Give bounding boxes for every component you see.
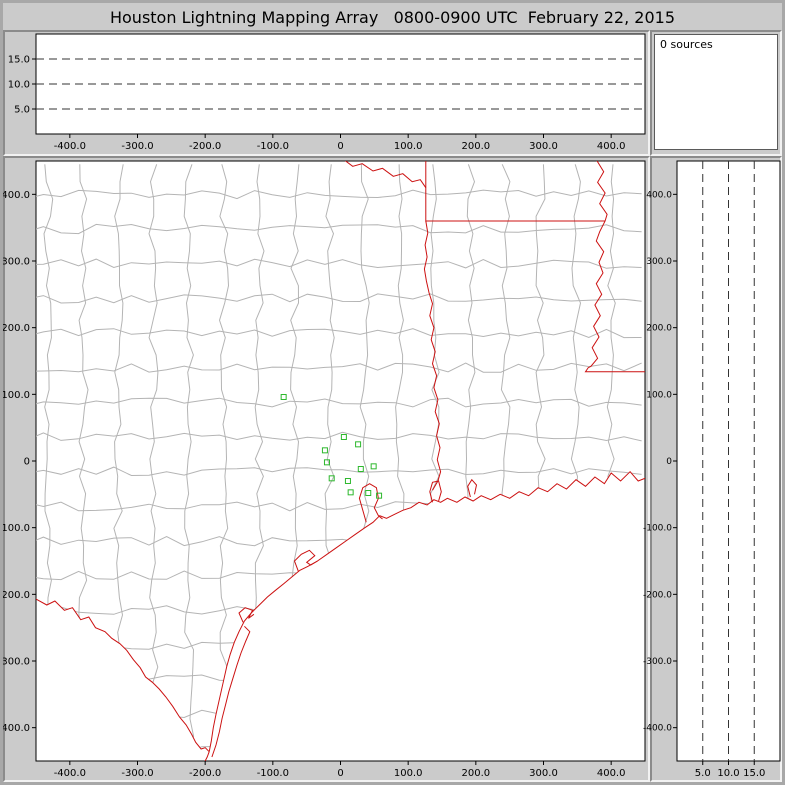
station-marker	[280, 394, 287, 400]
bay-outline	[429, 480, 442, 503]
county-line	[36, 189, 642, 200]
ew-tick-label: 0	[337, 141, 343, 152]
map-plot-area	[35, 160, 646, 762]
ns-tick-label: -400.0	[643, 724, 672, 734]
page-title: Houston Lightning Mapping Array 0800-090…	[109, 8, 675, 27]
ns-tick-label: -300.0	[643, 657, 672, 667]
ew-tick-label: -400.0	[54, 768, 86, 779]
ew-tick-label: -300.0	[121, 768, 153, 779]
ns-tick-label: -300.0	[0, 657, 30, 668]
ns-tick-label: -200.0	[0, 590, 30, 601]
rio-grande-border	[36, 598, 210, 753]
station-marker	[323, 459, 330, 466]
county-line	[148, 164, 159, 752]
station-marker	[355, 441, 362, 448]
bay-outline	[238, 607, 255, 623]
ew-tick-label: -200.0	[189, 141, 221, 152]
county-line	[36, 223, 642, 235]
county-line	[36, 362, 642, 373]
state-border-line	[584, 161, 645, 373]
station-marker	[357, 466, 364, 472]
county-line	[36, 397, 642, 408]
coastline	[208, 470, 645, 752]
ns-tick-label: 300.0	[1, 257, 30, 268]
ew-tick-label: 400.0	[597, 768, 626, 779]
county-line	[183, 164, 195, 752]
station-marker	[365, 490, 372, 496]
altitude-tick-label: 5.0	[695, 768, 711, 779]
panel-plan-view: -400.0 -300.0 -200.0 -100.0 0 100.0 200.0 300.0…	[3, 156, 650, 782]
bay-outline	[358, 483, 383, 523]
ns-tick-label: 0	[24, 457, 30, 468]
station-marker	[344, 478, 351, 484]
ew-tick-label: -400.0	[54, 141, 86, 152]
altitude-ew-plot[interactable]: 5.0 10.0 15.0 -400.0 -300.0 -200.0 -100.0 0 100.…	[5, 32, 648, 154]
panel-altitude-ew: 5.0 10.0 15.0 -400.0 -300.0 -200.0 -100.0 0 100.…	[3, 30, 650, 156]
station-marker	[328, 475, 335, 482]
ns-tick-label: 0	[666, 457, 672, 467]
county-line	[36, 431, 642, 442]
ew-tick-label: 0	[337, 768, 343, 779]
station-marker	[340, 434, 347, 440]
ew-tick-label: 100.0	[394, 768, 423, 779]
barrier-island	[211, 625, 251, 758]
altitude-tick-label: 10.0	[8, 80, 30, 91]
ns-tick-label: 300.0	[646, 257, 672, 267]
station-marker	[370, 463, 377, 470]
sources-box: 0 sources	[654, 34, 778, 150]
sources-count-label: 0 sources	[660, 38, 713, 51]
bay-outline	[293, 549, 318, 572]
ns-tick-label: -200.0	[643, 590, 672, 600]
ns-tick-label: 100.0	[646, 390, 672, 400]
altitude-ns-plot[interactable]: 5.0 10.0 15.0 400.0 300.0 200.0 100.0 0 -100.0 -2…	[643, 158, 781, 780]
ns-tick-label: 400.0	[646, 190, 672, 200]
ew-tick-label: -100.0	[257, 768, 289, 779]
ns-tick-label: 200.0	[1, 323, 30, 334]
altitude-tick-label: 5.0	[14, 105, 30, 116]
ns-tick-label: -100.0	[0, 523, 30, 534]
ew-tick-label: 100.0	[394, 141, 423, 152]
panel-sources: 0 sources	[650, 30, 782, 156]
coastline	[204, 751, 210, 761]
ew-tick-label: -200.0	[189, 768, 221, 779]
county-line	[36, 293, 642, 304]
altitude-tick-label: 15.0	[743, 768, 765, 779]
station-marker	[321, 447, 328, 454]
ns-tick-label: -400.0	[0, 723, 30, 734]
station-marker	[376, 492, 383, 499]
state-border-line	[423, 220, 442, 491]
ew-tick-label: 200.0	[462, 768, 491, 779]
ew-tick-label: 200.0	[462, 141, 491, 152]
altitude-tick-label: 10.0	[717, 768, 739, 779]
ns-tick-label: 200.0	[646, 324, 672, 334]
ns-tick-label: 400.0	[1, 190, 30, 201]
altitude-tick-label: 15.0	[8, 55, 30, 66]
ew-tick-label: -300.0	[121, 141, 153, 152]
ew-tick-label: 300.0	[529, 141, 558, 152]
county-line	[36, 258, 642, 269]
ns-tick-label: 100.0	[1, 390, 30, 401]
plan-view-map[interactable]: -400.0 -300.0 -200.0 -100.0 0 100.0 200.0 300.0…	[3, 158, 648, 780]
ew-tick-label: -100.0	[257, 141, 289, 152]
state-border-line	[344, 161, 427, 188]
county-line	[36, 328, 642, 339]
panel-altitude-ns: 5.0 10.0 15.0 400.0 300.0 200.0 100.0 0 -100.0 -2…	[643, 156, 782, 782]
bay-outline	[467, 478, 478, 498]
stations-layer	[280, 394, 383, 499]
county-line	[36, 466, 642, 477]
ns-tick-label: -100.0	[643, 524, 672, 534]
ew-tick-label: 300.0	[529, 768, 558, 779]
station-marker	[347, 489, 354, 496]
state-borders-layer	[36, 161, 645, 761]
ew-tick-label: 400.0	[597, 141, 626, 152]
